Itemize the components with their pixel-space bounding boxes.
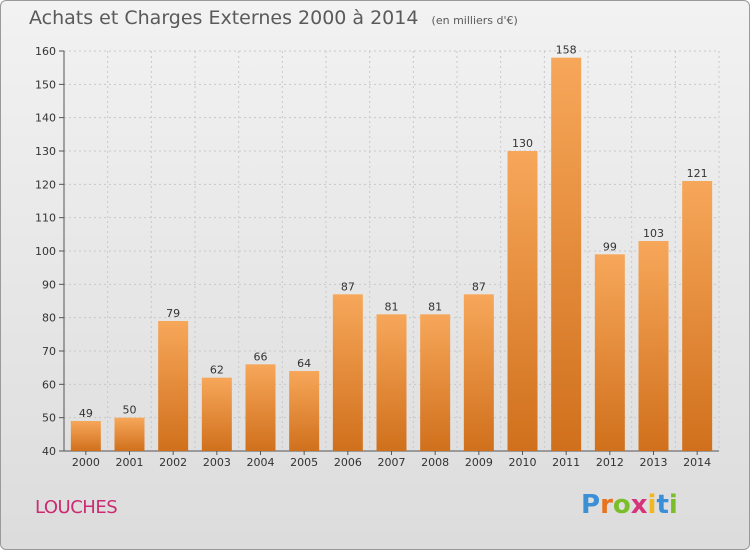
x-tick-label: 2002 bbox=[159, 456, 187, 469]
bar-2002 bbox=[158, 321, 189, 451]
bar-2001 bbox=[114, 417, 145, 451]
bar-2012 bbox=[594, 254, 625, 451]
bar-2000 bbox=[70, 421, 101, 451]
bar-2014 bbox=[682, 181, 713, 451]
value-label-2011: 158 bbox=[556, 44, 577, 57]
x-tick-label: 2000 bbox=[72, 456, 100, 469]
x-tick-label: 2004 bbox=[247, 456, 275, 469]
bar-2006 bbox=[332, 294, 363, 451]
bar-2003 bbox=[201, 377, 232, 451]
bar-2005 bbox=[289, 371, 320, 451]
y-tick-label: 120 bbox=[35, 178, 56, 191]
logo-letter: i bbox=[647, 490, 657, 520]
value-label-2006: 87 bbox=[341, 280, 355, 293]
x-tick-label: 2006 bbox=[334, 456, 362, 469]
value-label-2001: 50 bbox=[123, 404, 137, 417]
value-label-2005: 64 bbox=[297, 357, 311, 370]
x-tick-label: 2001 bbox=[116, 456, 144, 469]
axes: 40 50 60 70 80 90 100 110 120 130 140 150 160 2000 200… bbox=[35, 45, 719, 469]
y-tick-label: 150 bbox=[35, 78, 56, 91]
value-label-2000: 49 bbox=[79, 407, 93, 420]
place-label: LOUCHES bbox=[35, 497, 118, 518]
bar-2013 bbox=[638, 241, 669, 451]
value-label-2013: 103 bbox=[643, 227, 664, 240]
y-tick-label: 100 bbox=[35, 245, 56, 258]
y-tick-label: 110 bbox=[35, 212, 56, 225]
logo-letter: x bbox=[630, 490, 648, 520]
value-labels: 49 50 79 62 66 64 87 81 81 87 130 158 99 103 121 bbox=[79, 44, 708, 420]
y-tick-label: 160 bbox=[35, 45, 56, 58]
y-tick-label: 70 bbox=[42, 345, 56, 358]
bar-2009 bbox=[463, 294, 494, 451]
bar-2008 bbox=[420, 314, 451, 451]
value-label-2002: 79 bbox=[166, 307, 180, 320]
title-row: Achats et Charges Externes 2000 à 2014 (… bbox=[29, 7, 518, 29]
y-tick-label: 50 bbox=[42, 412, 56, 425]
y-tick-label: 90 bbox=[42, 278, 56, 291]
x-tick-label: 2011 bbox=[552, 456, 580, 469]
bars bbox=[70, 57, 713, 452]
bar-2011 bbox=[551, 57, 582, 452]
chart-title: Achats et Charges Externes 2000 à 2014 bbox=[29, 7, 419, 29]
logo-letter: P bbox=[581, 490, 601, 520]
x-tick-label: 2008 bbox=[421, 456, 449, 469]
value-label-2003: 62 bbox=[210, 364, 224, 377]
x-tick-label: 2012 bbox=[596, 456, 624, 469]
x-tick-label: 2010 bbox=[509, 456, 537, 469]
y-tick-label: 130 bbox=[35, 145, 56, 158]
value-label-2010: 130 bbox=[512, 137, 533, 150]
logo-letter: o bbox=[612, 490, 631, 520]
x-tick-label: 2003 bbox=[203, 456, 231, 469]
value-label-2004: 66 bbox=[254, 350, 268, 363]
logo-letter: i bbox=[668, 490, 678, 520]
value-label-2009: 87 bbox=[472, 280, 486, 293]
logo-letter: r bbox=[600, 490, 613, 520]
bar-2010 bbox=[507, 151, 538, 451]
y-tick-label: 60 bbox=[42, 378, 56, 391]
x-tick-label: 2007 bbox=[378, 456, 406, 469]
y-tick-label: 40 bbox=[42, 445, 56, 458]
x-tick-label: 2005 bbox=[290, 456, 318, 469]
proxiti-logo: Proxiti bbox=[581, 490, 678, 520]
y-tick-label: 80 bbox=[42, 312, 56, 325]
x-tick-label: 2013 bbox=[640, 456, 668, 469]
value-label-2007: 81 bbox=[385, 300, 399, 313]
x-tick-label: 2014 bbox=[683, 456, 711, 469]
chart-subtitle: (en milliers d'€) bbox=[431, 14, 518, 27]
value-label-2012: 99 bbox=[603, 240, 617, 253]
x-tick-label: 2009 bbox=[465, 456, 493, 469]
value-label-2008: 81 bbox=[428, 300, 442, 313]
value-label-2014: 121 bbox=[687, 167, 708, 180]
y-tick-label: 140 bbox=[35, 112, 56, 125]
logo-letter: t bbox=[656, 490, 669, 520]
bar-2007 bbox=[376, 314, 407, 451]
bar-2004 bbox=[245, 364, 276, 451]
